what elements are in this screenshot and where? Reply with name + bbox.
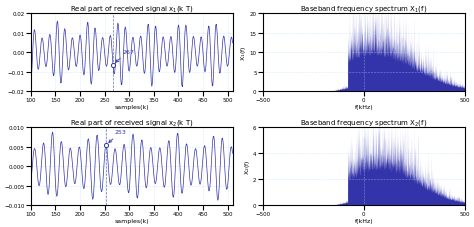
Y-axis label: X$_1$(f): X$_1$(f) <box>239 45 248 61</box>
Title: Real part of received signal x$_2$(k T): Real part of received signal x$_2$(k T) <box>70 118 193 128</box>
X-axis label: f(kHz): f(kHz) <box>355 104 373 109</box>
Title: Real part of received signal x$_1$(k T): Real part of received signal x$_1$(k T) <box>70 4 193 14</box>
Title: Baseband frequency spectrum X$_2$(f): Baseband frequency spectrum X$_2$(f) <box>300 118 428 128</box>
Text: 267: 267 <box>116 50 135 63</box>
Y-axis label: X$_2$(f): X$_2$(f) <box>243 159 252 174</box>
X-axis label: samples(k): samples(k) <box>114 218 149 223</box>
Text: 253: 253 <box>109 130 127 143</box>
X-axis label: f(kHz): f(kHz) <box>355 218 373 223</box>
Title: Baseband frequency spectrum X$_1$(f): Baseband frequency spectrum X$_1$(f) <box>300 4 428 14</box>
X-axis label: samples(k): samples(k) <box>114 104 149 109</box>
